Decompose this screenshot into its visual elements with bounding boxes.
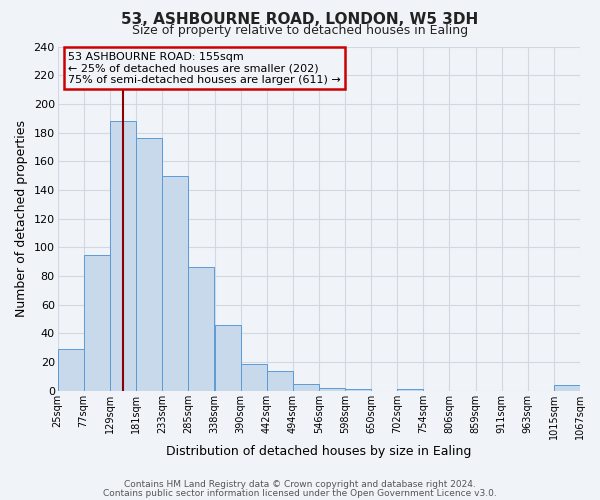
- Bar: [110, 121, 136, 391]
- Bar: [241, 364, 266, 391]
- Bar: [162, 176, 188, 391]
- X-axis label: Distribution of detached houses by size in Ealing: Distribution of detached houses by size …: [166, 444, 472, 458]
- Bar: [83, 254, 110, 391]
- Y-axis label: Number of detached properties: Number of detached properties: [15, 120, 28, 317]
- Text: 53 ASHBOURNE ROAD: 155sqm
← 25% of detached houses are smaller (202)
75% of semi: 53 ASHBOURNE ROAD: 155sqm ← 25% of detac…: [68, 52, 341, 85]
- Bar: [266, 370, 293, 391]
- Bar: [188, 268, 214, 391]
- Bar: [554, 385, 580, 391]
- Bar: [215, 325, 241, 391]
- Bar: [293, 384, 319, 391]
- Text: Size of property relative to detached houses in Ealing: Size of property relative to detached ho…: [132, 24, 468, 37]
- Text: Contains HM Land Registry data © Crown copyright and database right 2024.: Contains HM Land Registry data © Crown c…: [124, 480, 476, 489]
- Bar: [397, 390, 423, 391]
- Text: Contains public sector information licensed under the Open Government Licence v3: Contains public sector information licen…: [103, 488, 497, 498]
- Bar: [319, 388, 345, 391]
- Bar: [58, 349, 83, 391]
- Bar: [136, 138, 162, 391]
- Text: 53, ASHBOURNE ROAD, LONDON, W5 3DH: 53, ASHBOURNE ROAD, LONDON, W5 3DH: [121, 12, 479, 28]
- Bar: [345, 390, 371, 391]
